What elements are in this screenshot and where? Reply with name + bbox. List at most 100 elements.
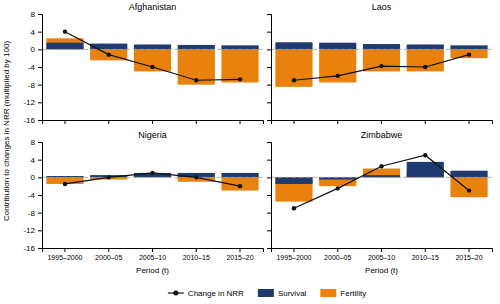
panel-title: Zimbabwe bbox=[361, 130, 403, 140]
plot-area bbox=[42, 29, 263, 84]
legend-swatch bbox=[258, 289, 274, 297]
panel-title: Afghanistan bbox=[129, 2, 177, 12]
tick-label: -12 bbox=[23, 226, 35, 235]
x-axis-title: Period (t) bbox=[136, 266, 169, 275]
marker bbox=[194, 175, 198, 179]
tick bbox=[267, 142, 271, 143]
y-axis: -16-12-8-4048 bbox=[23, 138, 42, 253]
tick: 2015–20 bbox=[226, 248, 253, 261]
tick-label: 2015–20 bbox=[226, 254, 253, 261]
bar bbox=[275, 49, 312, 87]
tick-mark bbox=[267, 213, 271, 214]
tick-mark bbox=[108, 248, 109, 252]
tick bbox=[64, 120, 65, 124]
marker bbox=[292, 206, 296, 210]
bar bbox=[178, 45, 215, 49]
tick-mark bbox=[267, 85, 271, 86]
tick: 2000–05 bbox=[324, 248, 351, 261]
tick: 0 bbox=[31, 45, 42, 54]
marker bbox=[63, 29, 67, 33]
tick-mark bbox=[293, 248, 294, 252]
tick-mark bbox=[240, 248, 241, 252]
legend-item: Change in NRR bbox=[168, 289, 244, 298]
legend: Change in NRR Survival Fertility bbox=[168, 289, 366, 298]
tick-label: 2005–10 bbox=[368, 254, 395, 261]
bar bbox=[363, 175, 400, 177]
zero-line bbox=[271, 177, 492, 178]
tick-mark bbox=[38, 213, 42, 214]
tick: -16 bbox=[23, 116, 42, 125]
tick: -12 bbox=[23, 226, 42, 235]
bar bbox=[407, 44, 444, 49]
panel bbox=[267, 15, 493, 125]
marker bbox=[379, 164, 383, 168]
tick-mark bbox=[108, 120, 109, 124]
tick bbox=[381, 120, 382, 124]
plot-area bbox=[271, 42, 492, 87]
tick: -12 bbox=[23, 98, 42, 107]
x-axis bbox=[43, 120, 264, 124]
tick: 0 bbox=[31, 173, 42, 182]
tick-mark bbox=[267, 248, 271, 249]
marker bbox=[63, 182, 67, 186]
axis-line bbox=[267, 15, 272, 121]
tick: 2010–15 bbox=[412, 248, 439, 261]
bar bbox=[407, 162, 444, 177]
tick-mark bbox=[469, 248, 470, 252]
bar bbox=[134, 49, 171, 71]
tick-label: -16 bbox=[23, 244, 35, 253]
marker bbox=[292, 78, 296, 82]
tick bbox=[152, 120, 153, 124]
y-axis bbox=[267, 143, 272, 249]
tick: -4 bbox=[28, 63, 42, 72]
marker bbox=[107, 52, 111, 56]
tick-mark bbox=[196, 120, 197, 124]
tick-mark bbox=[469, 120, 470, 124]
tick-label: 4 bbox=[31, 28, 36, 37]
bar bbox=[134, 44, 171, 49]
tick bbox=[267, 177, 271, 178]
tick-mark bbox=[38, 142, 42, 143]
tick-label: 0 bbox=[31, 45, 36, 54]
tick bbox=[267, 195, 271, 196]
tick-mark bbox=[38, 67, 42, 68]
legend-swatch bbox=[173, 291, 178, 296]
bar bbox=[450, 49, 487, 58]
tick-label: 8 bbox=[31, 138, 36, 147]
bar bbox=[46, 38, 83, 49]
tick-mark bbox=[196, 248, 197, 252]
tick-label: -4 bbox=[28, 191, 36, 200]
tick-mark bbox=[64, 120, 65, 124]
y-axis bbox=[267, 15, 272, 121]
tick: 8 bbox=[31, 10, 42, 19]
tick-label: -12 bbox=[23, 98, 35, 107]
tick-mark bbox=[267, 120, 271, 121]
bar bbox=[275, 177, 312, 201]
tick: -8 bbox=[28, 209, 42, 218]
legend-label: Survival bbox=[278, 289, 307, 298]
tick-label: 0 bbox=[31, 173, 36, 182]
x-axis: 1995–20002000–052005–102010–152015–20 bbox=[272, 248, 493, 261]
tick: -16 bbox=[23, 244, 42, 253]
marker bbox=[423, 65, 427, 69]
tick bbox=[267, 102, 271, 103]
tick-label: 2015–20 bbox=[455, 254, 482, 261]
legend-label: Fertility bbox=[340, 289, 366, 298]
marker bbox=[336, 74, 340, 78]
x-axis-title: Period (t) bbox=[365, 266, 398, 275]
tick-label: 2000–05 bbox=[324, 254, 351, 261]
tick-label: 2010–15 bbox=[183, 254, 210, 261]
tick bbox=[469, 120, 470, 124]
bar bbox=[275, 177, 312, 184]
tick bbox=[267, 67, 271, 68]
tick bbox=[267, 32, 271, 33]
marker bbox=[423, 153, 427, 157]
bar bbox=[275, 42, 312, 49]
tick-label: 2000–05 bbox=[95, 254, 122, 261]
tick-mark bbox=[240, 120, 241, 124]
bar bbox=[46, 43, 83, 50]
line bbox=[294, 155, 469, 208]
panel: -16-12-8-4048 bbox=[23, 10, 263, 125]
tick-mark bbox=[267, 160, 271, 161]
tick bbox=[196, 120, 197, 124]
